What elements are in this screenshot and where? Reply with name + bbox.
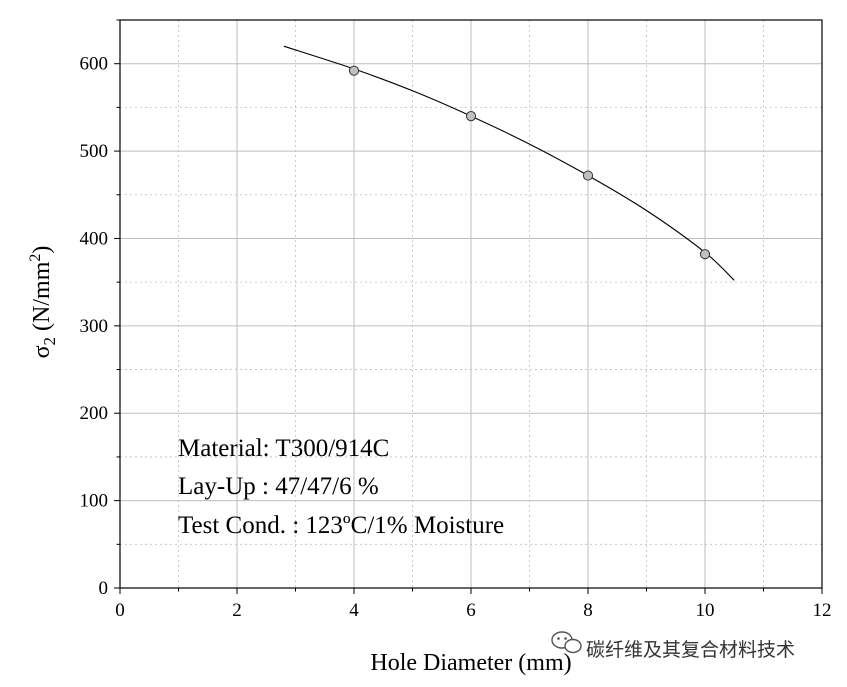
annotation-material: Material: T300/914C (178, 435, 389, 462)
y-tick-label: 500 (80, 141, 109, 162)
data-point (582, 170, 594, 181)
x-tick-label: 0 (115, 600, 125, 621)
y-tick-label: 600 (80, 54, 109, 75)
annotation-layup: Lay-Up : 47/47/6 % (178, 473, 379, 500)
x-tick-label: 8 (583, 600, 593, 621)
x-tick-label: 12 (813, 600, 832, 621)
fit-curve (283, 45, 735, 281)
y-tick-label: 300 (80, 316, 109, 337)
wechat-icon (551, 631, 582, 654)
y-tick-label: 400 (80, 228, 109, 249)
tick-labels: 0 2 4 6 8 10 12 0 100 200 300 400 500 600 (80, 54, 832, 621)
x-tick-label: 2 (232, 600, 242, 621)
data-point (348, 65, 360, 76)
watermark-text: 碳纤维及其复合材料技术 (586, 639, 795, 661)
x-tick-label: 4 (349, 600, 359, 621)
ticks (114, 19, 823, 594)
y-tick-label: 100 (80, 491, 109, 512)
x-tick-label: 6 (466, 600, 476, 621)
annotation-test-condition: Test Cond. : 123ºC/1% Moisture (178, 512, 504, 539)
data-point (699, 249, 711, 260)
x-axis-title: Hole Diameter (mm) (370, 650, 571, 676)
y-axis-title: σ2 (N/mm2) (27, 246, 59, 359)
data-point (465, 111, 477, 122)
x-tick-label: 10 (696, 600, 715, 621)
y-tick-label: 200 (80, 403, 109, 424)
grid (120, 20, 822, 588)
data-markers (348, 65, 711, 260)
watermark: 碳纤维及其复合材料技术 (551, 631, 795, 661)
y-tick-label: 0 (99, 578, 109, 599)
